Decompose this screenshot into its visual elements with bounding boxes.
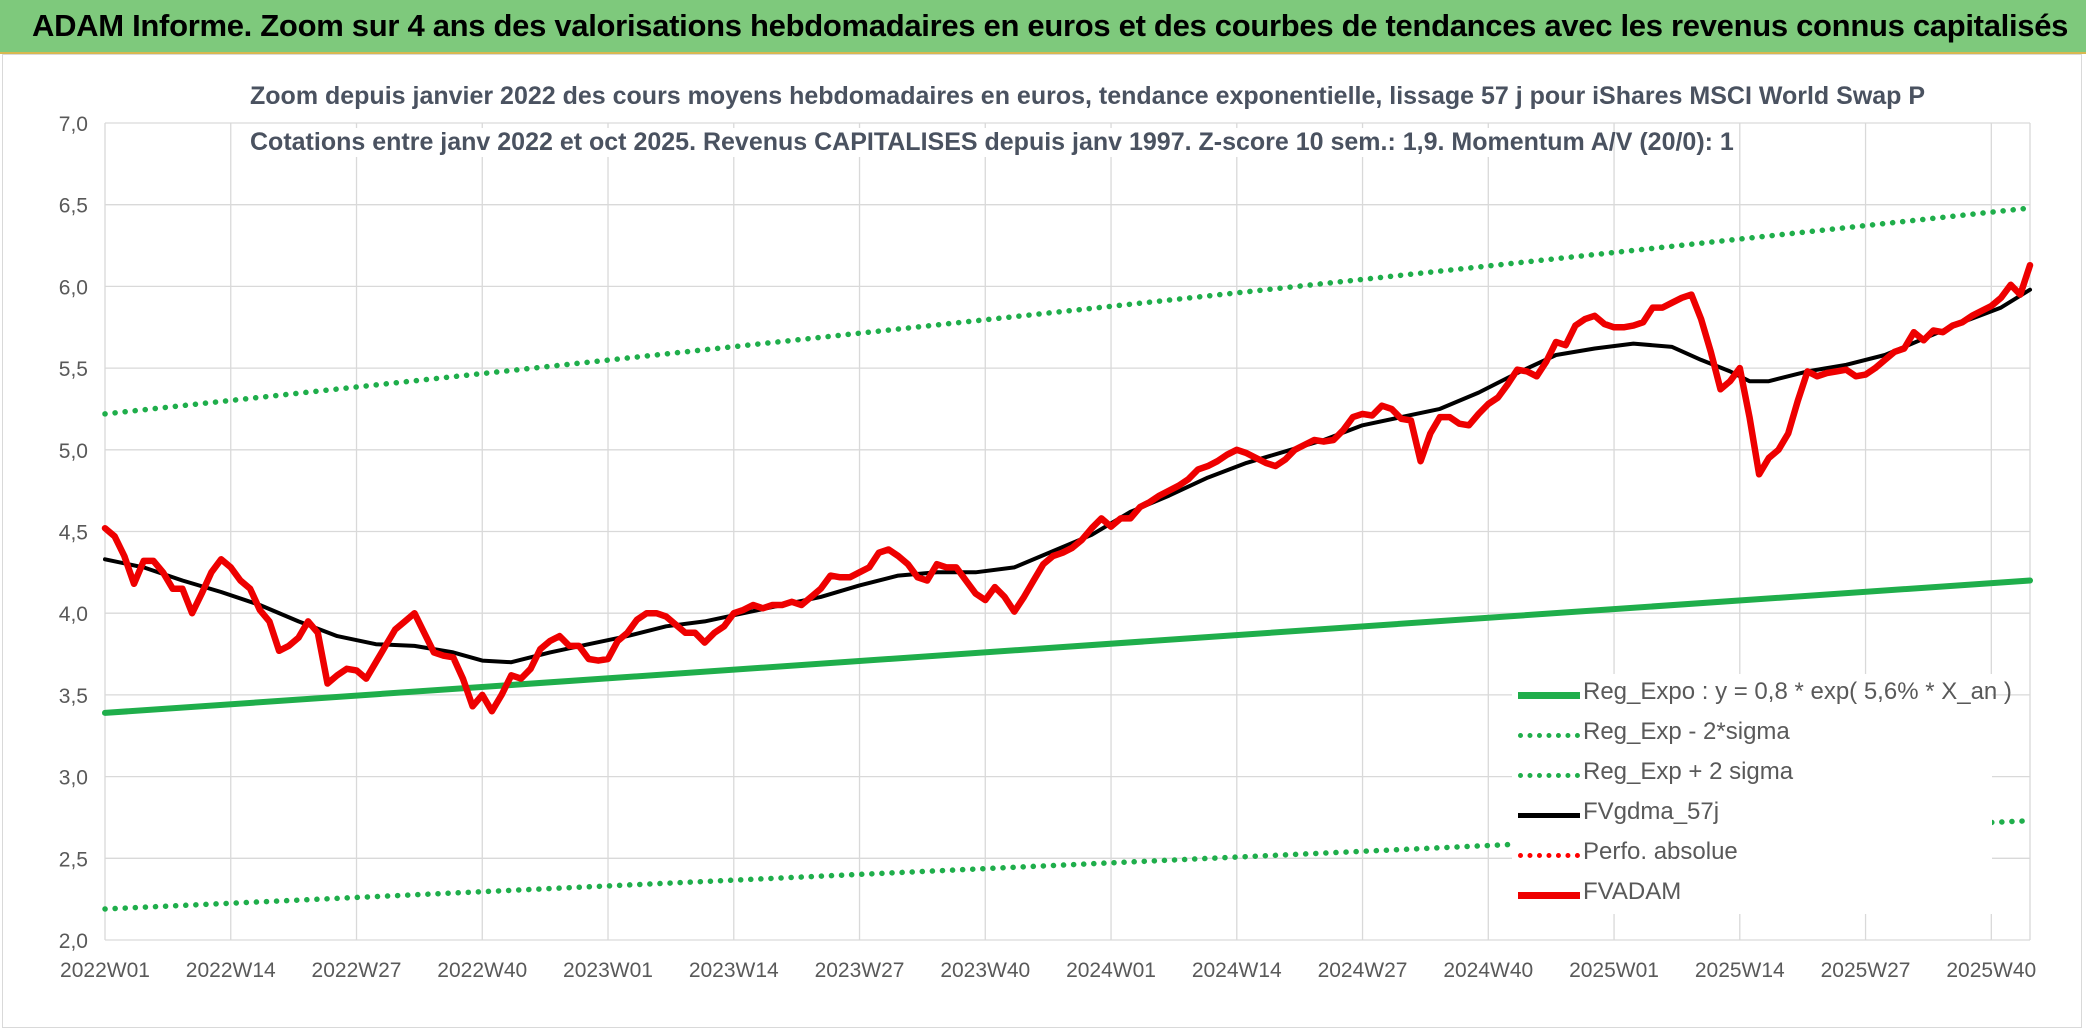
- legend-label: Reg_Exp + 2 sigma: [1583, 758, 1794, 785]
- x-tick-label: 2022W14: [186, 959, 276, 982]
- y-tick-label: 7,0: [59, 113, 88, 136]
- chart-title: Zoom depuis janvier 2022 des cours moyen…: [250, 82, 1926, 111]
- y-tick-label: 4,0: [59, 603, 88, 626]
- legend-swatch: [1518, 733, 1580, 738]
- smoothed-line: [103, 287, 2032, 665]
- legend-swatch: [1518, 692, 1580, 699]
- y-tick-label: 2,5: [59, 848, 88, 871]
- y-tick-label: 3,5: [59, 685, 88, 708]
- x-tick-label: 2022W01: [60, 959, 150, 982]
- x-axis: 2022W01 2022W14 2022W27 2022W40 2023W01 2023W…: [60, 959, 2036, 982]
- upper-band-line: [102, 205, 2033, 417]
- chart-grid: [104, 122, 2031, 941]
- x-tick-label: 2023W01: [563, 959, 653, 982]
- x-tick-label: 2023W14: [689, 959, 779, 982]
- chart-subtitle: Cotations entre janv 2022 et oct 2025. R…: [250, 128, 1734, 157]
- legend-item: Reg_Exp + 2 sigma: [1512, 754, 1992, 794]
- legend-item: Perfo. absolue: [1512, 834, 1992, 874]
- x-tick-label: 2025W01: [1569, 959, 1659, 982]
- legend-label: FVADAM: [1583, 878, 1682, 905]
- y-tick-label: 5,5: [59, 358, 88, 381]
- legend-swatch: [1518, 892, 1580, 899]
- x-tick-label: 2025W27: [1821, 959, 1911, 982]
- y-tick-label: 2,0: [59, 930, 88, 953]
- x-tick-label: 2022W40: [437, 959, 527, 982]
- fvadam-line: [101, 261, 2034, 715]
- y-tick-label: 6,0: [59, 276, 88, 299]
- x-tick-label: 2024W14: [1192, 959, 1282, 982]
- y-axis: 2,0 2,5 3,0 3,5 4,0 4,5 5,0 5,5 6,0 6,5 7,0: [59, 113, 88, 953]
- legend-label: Reg_Expo : y = 0,8 * exp( 5,6% * X_an ): [1583, 678, 2012, 705]
- x-tick-label: 2023W27: [815, 959, 905, 982]
- legend-swatch: [1518, 773, 1580, 778]
- legend-item: Reg_Exp - 2*sigma: [1512, 714, 1992, 754]
- legend-label: Reg_Exp - 2*sigma: [1583, 718, 1790, 745]
- chart-frame: [2, 54, 2082, 1028]
- y-tick-label: 4,5: [59, 522, 88, 545]
- legend-item: FVgdma_57j: [1512, 794, 1992, 834]
- legend-item: FVADAM: [1512, 874, 1992, 914]
- chart-legend: Reg_Expo : y = 0,8 * exp( 5,6% * X_an ) R…: [1512, 674, 2012, 914]
- y-tick-label: 3,0: [59, 767, 88, 790]
- regression-line: [102, 577, 2033, 716]
- x-tick-label: 2025W40: [1946, 959, 2036, 982]
- report-banner: ADAM Informe. Zoom sur 4 ans des valoris…: [0, 0, 2086, 54]
- x-tick-label: 2022W27: [312, 959, 402, 982]
- legend-label: Perfo. absolue: [1583, 838, 1738, 865]
- legend-item: Reg_Expo : y = 0,8 * exp( 5,6% * X_an ): [1512, 674, 2012, 714]
- report-title: ADAM Informe. Zoom sur 4 ans des valoris…: [32, 8, 2069, 43]
- x-tick-label: 2024W01: [1066, 959, 1156, 982]
- legend-label: FVgdma_57j: [1583, 798, 1720, 825]
- x-tick-label: 2024W27: [1318, 959, 1408, 982]
- y-tick-label: 6,5: [59, 195, 88, 218]
- x-tick-label: 2023W40: [940, 959, 1030, 982]
- y-tick-label: 5,0: [59, 440, 88, 463]
- legend-swatch: [1518, 813, 1580, 818]
- x-tick-label: 2025W14: [1695, 959, 1785, 982]
- x-tick-label: 2024W40: [1443, 959, 1533, 982]
- legend-swatch: [1518, 853, 1580, 858]
